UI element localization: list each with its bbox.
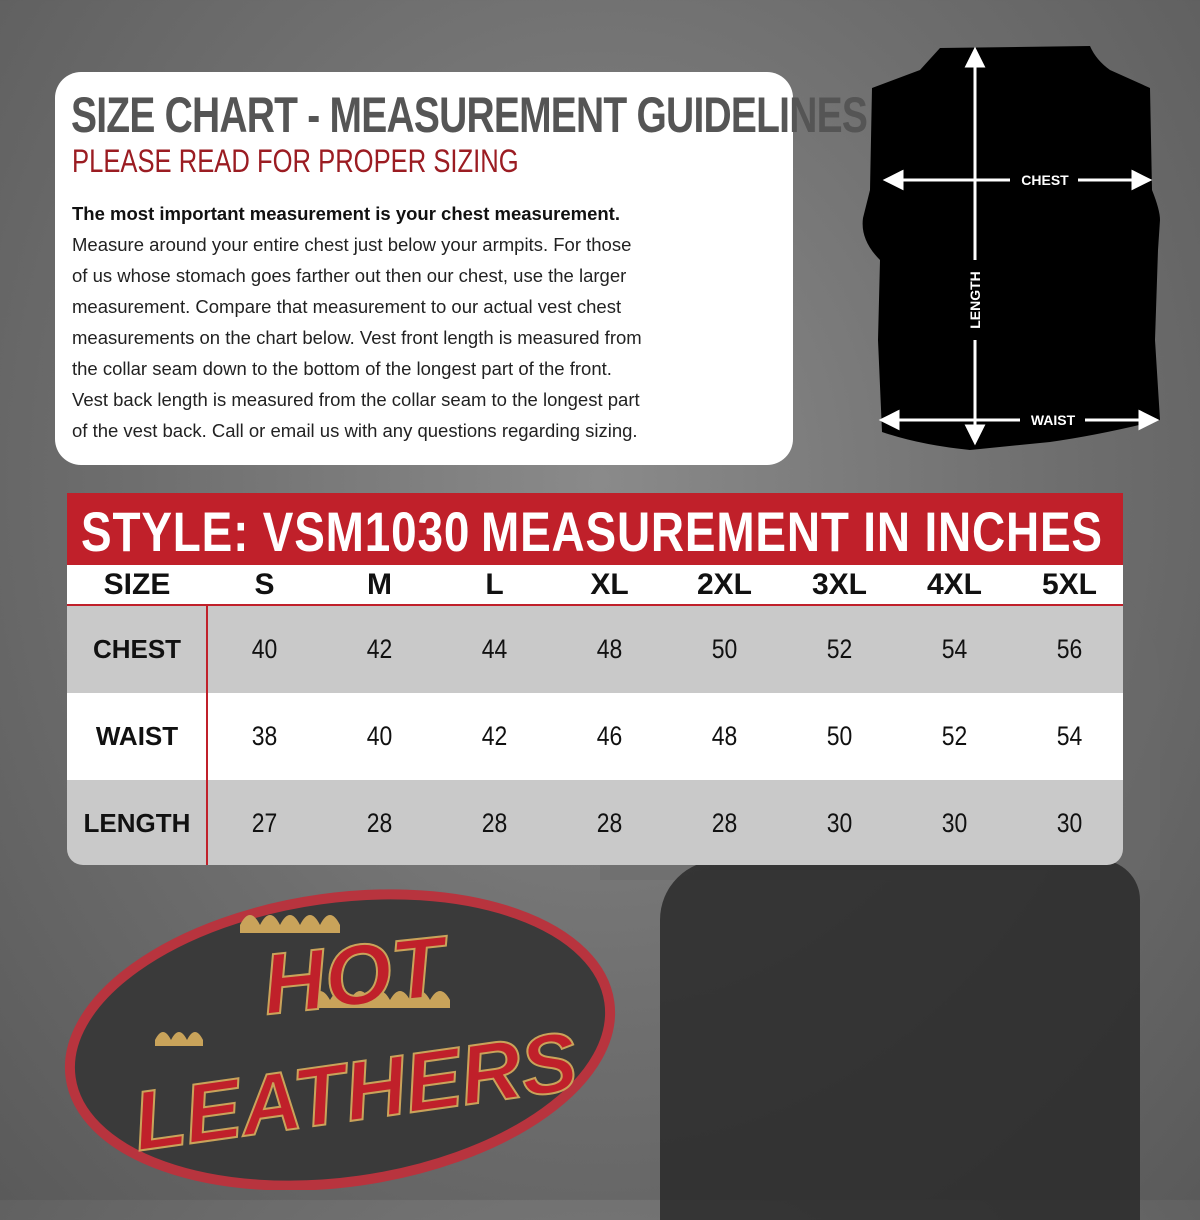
guidelines-line: The most important measurement is your c…: [72, 203, 620, 224]
size-col: L: [485, 567, 504, 601]
table-cell: 44: [481, 634, 508, 664]
waist-label: WAIST: [1031, 412, 1076, 428]
size-col: M: [367, 567, 392, 601]
guidelines-line: of the vest back. Call or email us with …: [72, 420, 638, 441]
chest-label: CHEST: [1021, 172, 1069, 188]
logo-hot: HOT: [258, 918, 455, 1033]
guidelines-title: SIZE CHART - MEASUREMENT GUIDELINES: [71, 87, 868, 143]
vest-silhouette: [862, 46, 1160, 450]
table-cell: 56: [1056, 634, 1083, 664]
size-header: SIZE: [103, 567, 171, 601]
vest-measurement-diagram: CHEST WAIST LENGTH: [862, 46, 1160, 450]
row-label: CHEST: [92, 634, 182, 664]
size-header-row: SIZE S M L XL 2XL 3XL 4XL 5XL: [67, 565, 1123, 606]
size-col: XL: [590, 567, 629, 601]
table-cell: 50: [826, 721, 853, 751]
table-cell: 42: [366, 634, 393, 664]
table-cell: 27: [251, 808, 278, 838]
guidelines-line: measurements on the chart below. Vest fr…: [72, 327, 642, 348]
size-col: S: [254, 567, 275, 601]
table-cell: 30: [1056, 808, 1083, 838]
table-cell: 28: [711, 808, 738, 838]
table-cell: 38: [251, 721, 278, 751]
table-row-chest: CHEST 40 42 44 48 50 52 54 56: [67, 606, 1123, 693]
table-cell: 28: [596, 808, 623, 838]
flame-icons: [155, 915, 450, 1046]
column-divider: [206, 604, 208, 865]
table-cell: 28: [366, 808, 393, 838]
size-col: 4XL: [926, 567, 983, 601]
guidelines-line: measurement. Compare that measurement to…: [72, 296, 622, 317]
table-cell: 30: [941, 808, 968, 838]
style-label: STYLE: VSM1030: [81, 500, 471, 563]
table-cell: 48: [711, 721, 738, 751]
table-cell: 40: [251, 634, 278, 664]
size-chart-table: STYLE: VSM1030 MEASUREMENT IN INCHES SIZ…: [67, 493, 1123, 865]
table-row-waist: WAIST 38 40 42 46 48 50 52 54: [67, 693, 1123, 780]
length-label: LENGTH: [967, 271, 983, 329]
size-col: 3XL: [811, 567, 868, 601]
guidelines-line: the collar seam down to the bottom of th…: [72, 358, 612, 379]
table-cell: 54: [941, 634, 968, 664]
hot-leathers-logo: HOT LEATHERS: [64, 889, 616, 1190]
unit-label: MEASUREMENT IN INCHES: [481, 500, 1103, 563]
table-cell: 52: [826, 634, 853, 664]
table-cell: 48: [596, 634, 623, 664]
guidelines-subtitle: PLEASE READ FOR PROPER SIZING: [72, 143, 519, 179]
row-label: WAIST: [95, 721, 179, 751]
guidelines-text: The most important measurement is your c…: [72, 198, 752, 446]
guidelines-line: Vest back length is measured from the co…: [72, 389, 640, 410]
table-cell: 52: [941, 721, 968, 751]
table-header-bar: STYLE: VSM1030 MEASUREMENT IN INCHES: [67, 493, 1123, 565]
guidelines-line: Measure around your entire chest just be…: [72, 234, 632, 255]
table-cell: 30: [826, 808, 853, 838]
size-col: 2XL: [696, 567, 753, 601]
table-row-length: LENGTH 27 28 28 28 28 30 30 30: [67, 780, 1123, 865]
background-vest-photo: [660, 860, 1140, 1220]
size-col: 5XL: [1041, 567, 1098, 601]
row-label: LENGTH: [83, 808, 191, 838]
guidelines-card: SIZE CHART - MEASUREMENT GUIDELINES PLEA…: [55, 72, 868, 465]
table-cell: 54: [1056, 721, 1083, 751]
table-cell: 46: [596, 721, 623, 751]
guidelines-line: of us whose stomach goes farther out the…: [72, 265, 627, 286]
table-cell: 42: [481, 721, 508, 751]
table-cell: 50: [711, 634, 738, 664]
table-cell: 40: [366, 721, 393, 751]
table-cell: 28: [481, 808, 508, 838]
